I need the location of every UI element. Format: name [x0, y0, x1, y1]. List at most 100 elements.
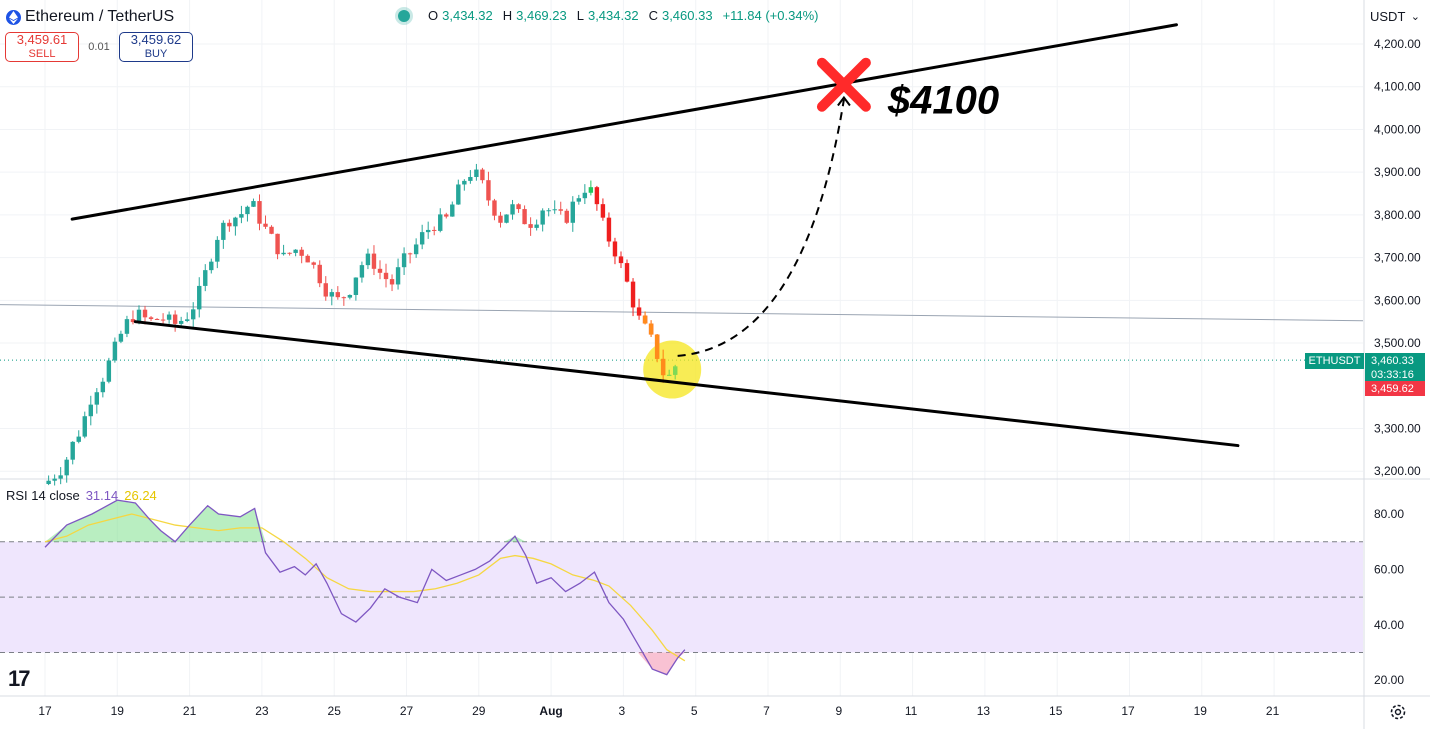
candle[interactable] [666, 374, 672, 376]
candle[interactable] [142, 309, 148, 318]
candle[interactable] [425, 229, 431, 233]
candle[interactable] [46, 480, 51, 485]
candle[interactable] [528, 224, 533, 228]
candle[interactable] [64, 459, 69, 476]
candle[interactable] [438, 214, 443, 231]
candle[interactable] [395, 267, 401, 285]
candle[interactable] [335, 292, 341, 298]
candle[interactable] [359, 265, 365, 278]
horizontal-line[interactable] [0, 304, 1364, 322]
symbol-header[interactable]: Ethereum / TetherUS [6, 6, 174, 28]
candle[interactable] [197, 285, 202, 310]
candle[interactable] [184, 319, 190, 321]
candle[interactable] [251, 201, 256, 207]
candle[interactable] [317, 264, 322, 284]
candle[interactable] [522, 209, 527, 225]
candle[interactable] [546, 210, 551, 212]
candle[interactable] [588, 187, 594, 193]
candle[interactable] [474, 169, 479, 177]
candle[interactable] [450, 204, 455, 217]
candle[interactable] [160, 319, 166, 321]
candle[interactable] [419, 232, 425, 245]
candle[interactable] [70, 441, 75, 460]
candle[interactable] [510, 204, 515, 215]
candle[interactable] [648, 323, 654, 335]
candle[interactable] [88, 404, 93, 417]
rsi-ma-line[interactable] [44, 513, 686, 662]
candle[interactable] [100, 381, 106, 393]
candle[interactable] [154, 318, 160, 320]
candle[interactable] [311, 262, 316, 265]
candle[interactable] [148, 317, 154, 319]
candle[interactable] [269, 226, 274, 234]
candle[interactable] [124, 319, 130, 334]
candle[interactable] [371, 253, 377, 269]
candle[interactable] [178, 320, 184, 324]
candle[interactable] [215, 239, 220, 262]
candle[interactable] [552, 209, 557, 211]
candle[interactable] [323, 283, 328, 297]
candle[interactable] [480, 169, 485, 181]
candle[interactable] [245, 206, 250, 215]
candle[interactable] [52, 478, 57, 481]
candle[interactable] [281, 252, 286, 255]
candle[interactable] [275, 233, 280, 255]
candle[interactable] [257, 201, 262, 224]
candle[interactable] [564, 210, 569, 223]
candle[interactable] [612, 241, 618, 257]
candle[interactable] [468, 176, 473, 181]
candle[interactable] [504, 214, 509, 223]
trend-line-upper[interactable] [70, 23, 1178, 221]
candle[interactable] [582, 192, 588, 199]
candle[interactable] [341, 297, 347, 299]
candle[interactable] [432, 229, 437, 231]
candle[interactable] [401, 253, 407, 268]
candle[interactable] [347, 294, 353, 298]
candle[interactable] [227, 222, 232, 227]
candle[interactable] [191, 309, 196, 320]
candle[interactable] [130, 319, 136, 323]
currency-selector[interactable]: USDT ⌄ [1366, 5, 1424, 27]
buy-button[interactable]: 3,459.62 BUY [119, 32, 193, 62]
candle[interactable] [377, 268, 383, 273]
candle[interactable] [76, 436, 81, 442]
candle[interactable] [172, 314, 178, 324]
candle[interactable] [383, 272, 389, 280]
candle[interactable] [413, 244, 419, 255]
candle[interactable] [498, 215, 503, 223]
candle[interactable] [118, 333, 124, 342]
candle[interactable] [600, 204, 606, 218]
candle[interactable] [293, 249, 298, 253]
projection-path[interactable] [677, 99, 845, 357]
sell-button[interactable]: 3,459.61 SELL [5, 32, 79, 62]
candle[interactable] [94, 392, 100, 405]
candle[interactable] [492, 200, 497, 216]
candle[interactable] [221, 222, 226, 240]
candle[interactable] [516, 204, 521, 210]
candle[interactable] [106, 360, 112, 382]
candle[interactable] [239, 214, 244, 218]
candle[interactable] [407, 253, 413, 255]
candle[interactable] [444, 214, 449, 217]
candle[interactable] [540, 210, 545, 225]
candle[interactable] [353, 277, 359, 295]
candle[interactable] [660, 358, 666, 376]
candle[interactable] [618, 256, 624, 264]
candle[interactable] [365, 253, 371, 266]
candle[interactable] [389, 279, 395, 285]
candle[interactable] [534, 224, 539, 228]
candle[interactable] [209, 261, 214, 271]
candle[interactable] [82, 416, 87, 437]
trend-line-lower[interactable] [133, 320, 1240, 448]
rsi-line[interactable] [44, 499, 686, 676]
candle[interactable] [486, 180, 491, 201]
gear-icon[interactable] [1388, 702, 1408, 722]
candle[interactable] [136, 309, 142, 323]
candle[interactable] [58, 475, 63, 479]
candle[interactable] [462, 180, 467, 185]
candle[interactable] [673, 366, 678, 375]
candle[interactable] [630, 281, 636, 308]
candle[interactable] [263, 223, 268, 227]
candle[interactable] [576, 198, 582, 202]
